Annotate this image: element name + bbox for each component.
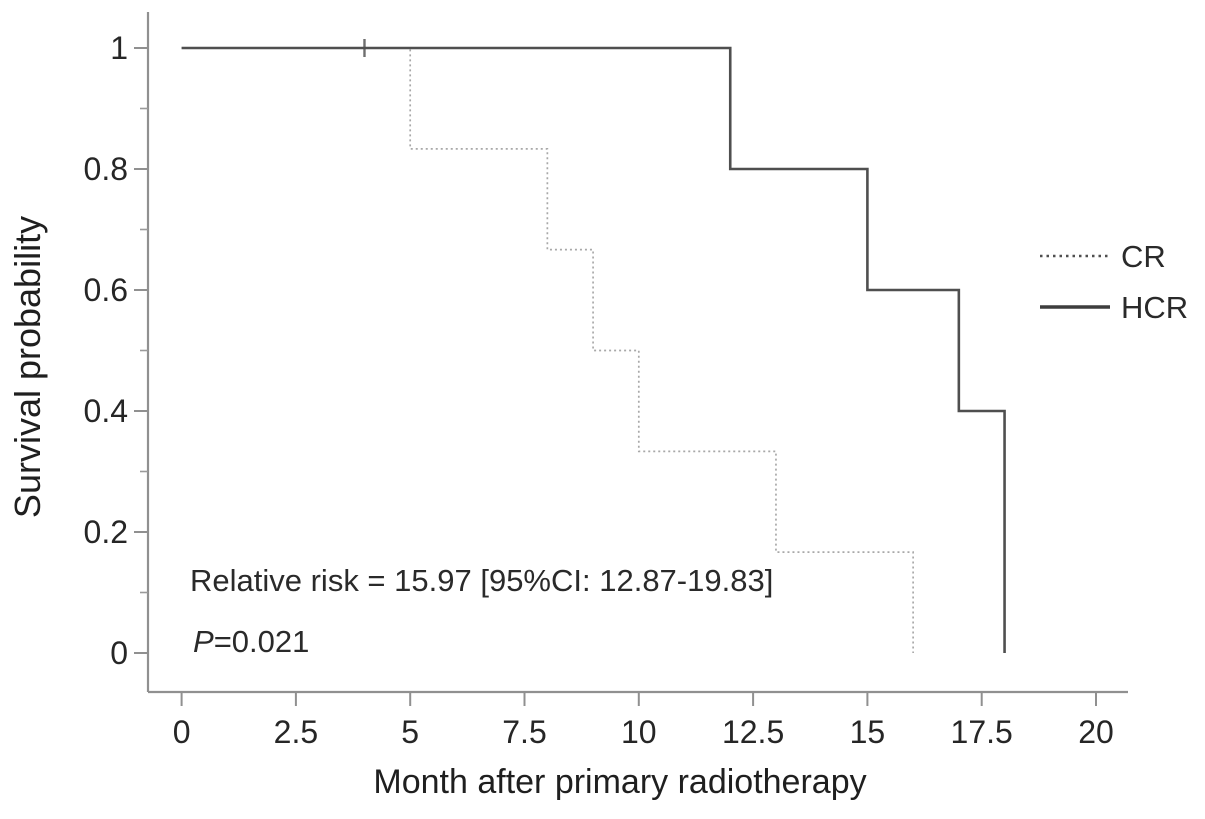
x-tick-label: 17.5 (951, 714, 1013, 750)
y-tick-label: 0 (110, 635, 128, 671)
p-value-italic-symbol: P (193, 624, 214, 659)
y-tick-label: 0.8 (84, 151, 128, 187)
legend: CR HCR (1040, 239, 1188, 325)
x-tick-label: 2.5 (274, 714, 318, 750)
legend-cr-label: CR (1121, 239, 1166, 274)
annotation-p-value: P=0.021 (193, 624, 309, 659)
annotation-relative-risk: Relative risk = 15.97 [95%CI: 12.87-19.8… (190, 563, 773, 598)
y-tick-label: 1 (110, 30, 128, 66)
y-tick-label: 0.2 (84, 514, 128, 550)
x-tick-label: 20 (1078, 714, 1114, 750)
survival-curves (181, 39, 1006, 653)
curve-hcr (181, 46, 1006, 653)
p-value-number: =0.021 (214, 624, 310, 659)
axis-ticks: 0 2.5 5 7.5 10 12.5 15 17.5 20 0 0.2 0.4 0.6 0.8 1 (84, 30, 1114, 750)
x-tick-label: 10 (621, 714, 657, 750)
y-tick-label: 0.6 (84, 272, 128, 308)
x-tick-label: 15 (850, 714, 886, 750)
y-tick-label: 0.4 (84, 393, 128, 429)
y-axis-title: Survival probability (7, 216, 48, 518)
x-axis-title: Month after primary radiotherapy (373, 763, 866, 801)
x-tick-label: 0 (173, 714, 191, 750)
x-tick-label: 7.5 (502, 714, 546, 750)
x-tick-label: 5 (401, 714, 419, 750)
x-tick-label: 12.5 (722, 714, 784, 750)
legend-hcr-label: HCR (1121, 290, 1188, 325)
